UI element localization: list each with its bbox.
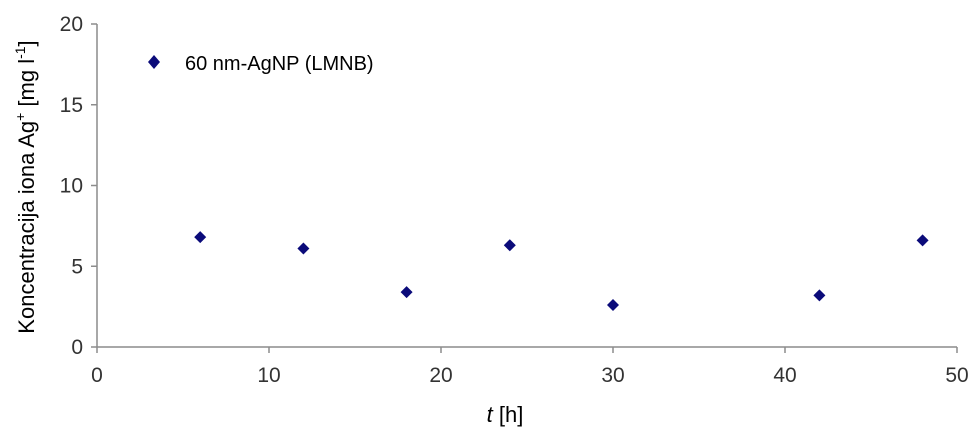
x-tick-label: 40 xyxy=(773,364,796,387)
data-point xyxy=(297,242,310,255)
data-point xyxy=(503,239,516,252)
data-point xyxy=(813,289,826,302)
legend-marker xyxy=(148,55,160,69)
y-tick-label: 15 xyxy=(60,94,83,117)
y-axis: 0 5 10 15 20 xyxy=(60,13,98,359)
data-point xyxy=(916,234,929,247)
x-axis: 0 10 20 30 40 50 xyxy=(91,346,969,387)
y-axis-title: Koncentracija iona Ag+ [mg l-1] xyxy=(12,40,39,333)
y-tick-label: 10 xyxy=(60,175,83,198)
x-tick-label: 10 xyxy=(257,364,280,387)
legend-label: 60 nm-AgNP (LMNB) xyxy=(185,53,374,75)
data-points xyxy=(194,231,929,312)
data-point xyxy=(607,299,619,312)
legend: 60 nm-AgNP (LMNB) xyxy=(148,53,374,75)
y-tick-label: 20 xyxy=(60,13,83,36)
data-point xyxy=(400,286,413,299)
y-ticks: 0 5 10 15 20 xyxy=(60,13,97,359)
data-point xyxy=(194,231,207,244)
x-tick-label: 50 xyxy=(945,364,968,387)
x-tick-label: 20 xyxy=(429,364,452,387)
y-tick-label: 0 xyxy=(71,336,83,359)
y-tick-label: 5 xyxy=(71,255,83,278)
x-axis-title: t [h] xyxy=(487,402,524,427)
x-ticks: 0 10 20 30 40 50 xyxy=(91,347,969,387)
x-tick-label: 30 xyxy=(601,364,624,387)
x-tick-label: 0 xyxy=(91,364,103,387)
